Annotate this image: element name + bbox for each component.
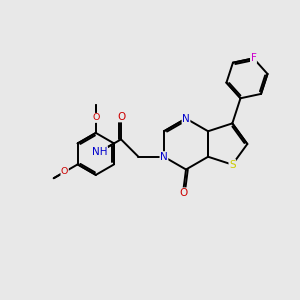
Text: N: N — [182, 113, 190, 124]
Text: N: N — [160, 152, 168, 162]
Text: O: O — [61, 167, 68, 176]
Text: O: O — [179, 188, 187, 198]
Text: F: F — [250, 53, 256, 63]
Text: O: O — [117, 112, 125, 122]
Text: NH: NH — [92, 147, 107, 157]
Text: S: S — [229, 160, 236, 170]
Text: O: O — [92, 113, 100, 122]
